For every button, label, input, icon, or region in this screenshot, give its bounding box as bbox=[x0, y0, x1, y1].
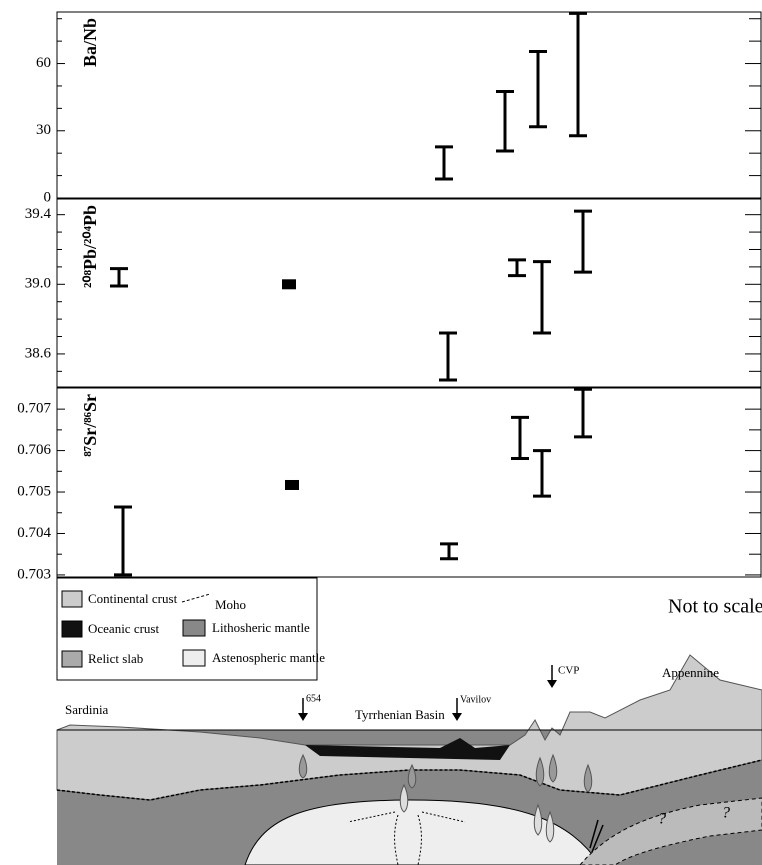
legend-label: Moho bbox=[215, 597, 246, 612]
legend-label: Lithosheric mantle bbox=[212, 620, 310, 635]
flow-line bbox=[417, 814, 422, 865]
y-tick-label: 0 bbox=[44, 189, 52, 205]
y-tick-label: 0.707 bbox=[17, 401, 51, 417]
panel-frame bbox=[56, 198, 762, 388]
y-axis-label: Ba/Nb bbox=[80, 18, 100, 67]
legend-label: Astenospheric mantle bbox=[212, 650, 325, 665]
arrows bbox=[298, 665, 604, 853]
arrow-head bbox=[298, 713, 308, 721]
label: Sardinia bbox=[65, 702, 109, 717]
legend-swatch bbox=[61, 620, 83, 638]
label: Tyrrhenian Basin bbox=[355, 707, 445, 722]
legend-swatch bbox=[182, 619, 206, 637]
y-tick-label: 30 bbox=[36, 122, 51, 138]
legend-label: Oceanic crust bbox=[88, 621, 159, 636]
plume bbox=[535, 756, 545, 787]
arrow-head bbox=[452, 713, 462, 721]
y-tick-label: 39.0 bbox=[25, 276, 51, 292]
label: ? bbox=[722, 805, 730, 822]
plume bbox=[583, 763, 593, 793]
oceanic-crust bbox=[305, 738, 510, 760]
plume bbox=[399, 783, 409, 813]
y-tick-label: 38.6 bbox=[25, 345, 52, 361]
label: Appennine bbox=[662, 665, 719, 680]
y-tick-label: 0.705 bbox=[17, 483, 51, 499]
point bbox=[285, 479, 299, 490]
label: Vavilov bbox=[460, 694, 491, 705]
y-tick-label: 0.706 bbox=[17, 442, 51, 458]
y-tick-label: 60 bbox=[36, 55, 51, 71]
plume bbox=[298, 753, 308, 779]
panel-frame bbox=[56, 387, 762, 578]
legend: Continental crust Oceanic crust Relict s… bbox=[56, 577, 325, 681]
y-tick-label: 39.4 bbox=[25, 206, 52, 222]
asthenospheric-mantle bbox=[244, 799, 601, 865]
legend-swatch bbox=[61, 590, 83, 608]
legend-label: Continental crust bbox=[88, 591, 178, 606]
y-axis-label: ²⁰⁸Pb/²⁰⁴Pb bbox=[80, 205, 100, 288]
plume bbox=[533, 803, 543, 836]
flow-line bbox=[347, 811, 396, 823]
label: ? bbox=[658, 811, 666, 828]
plumes bbox=[298, 753, 593, 843]
slab-arrow bbox=[589, 819, 604, 853]
note: Not to scale bbox=[668, 596, 762, 618]
y-tick-label: 0.704 bbox=[17, 525, 51, 541]
plume bbox=[407, 763, 417, 789]
label: CVP bbox=[558, 665, 579, 677]
plume bbox=[548, 753, 558, 783]
relict-slab bbox=[579, 797, 762, 865]
flow-line bbox=[421, 811, 466, 823]
y-axis-label: ⁸⁷Sr/⁸⁶Sr bbox=[80, 394, 100, 457]
y-tick-label: 0.703 bbox=[17, 566, 51, 582]
flow-line bbox=[394, 814, 399, 865]
cross-section: Sardinia 654 Tyrrhenian Basin Vavilov CV… bbox=[56, 654, 762, 865]
point bbox=[282, 279, 296, 290]
panels: Ba/Nb 0 30 60 ²⁰⁸Pb/²⁰⁴Pb 38.6 39.0 39.4 ⁸⁷Sr/⁸⁶… bbox=[17, 11, 762, 582]
flow-lines bbox=[347, 811, 466, 865]
legend-swatch bbox=[61, 650, 83, 668]
arrow-head bbox=[547, 680, 557, 688]
label: 654 bbox=[306, 693, 321, 704]
legend-swatch bbox=[182, 649, 206, 667]
panel-frame bbox=[56, 11, 762, 199]
legend-label: Relict slab bbox=[88, 651, 143, 666]
plume bbox=[545, 810, 555, 843]
